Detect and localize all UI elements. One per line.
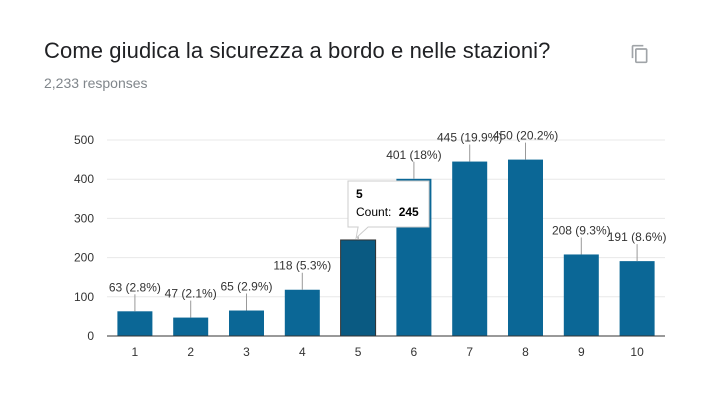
bar-3[interactable]	[229, 310, 264, 336]
y-tick-label: 0	[87, 329, 94, 343]
bar-5[interactable]	[340, 239, 377, 337]
data-label: 191 (8.6%)	[608, 230, 667, 244]
bar-2[interactable]	[173, 317, 209, 336]
data-label: 445 (19.9%)	[437, 131, 502, 145]
data-label: 65 (2.9%)	[220, 280, 272, 294]
tooltip-box	[347, 180, 430, 240]
response-count: 2,233 responses	[44, 75, 148, 91]
tooltip-count-value: 245	[399, 205, 419, 219]
data-label: 118 (5.3%)	[273, 259, 331, 273]
tooltip-count-label: Count:	[356, 205, 391, 219]
data-label: 47 (2.1%)	[165, 287, 217, 301]
bar-9[interactable]	[563, 254, 599, 336]
data-label: 208 (9.3%)	[552, 223, 611, 237]
x-tick-label: 4	[299, 345, 306, 359]
tooltip: 5 Count: 245	[347, 180, 430, 240]
data-labels: 63 (2.8%) 47 (2.1%)65 (2.9%)118 (5.3%) 245…	[109, 129, 667, 318]
x-tick-label: 3	[243, 345, 250, 359]
copy-chart-button[interactable]	[628, 42, 652, 66]
bar-8[interactable]	[508, 159, 543, 336]
data-label: 450 (20.2%)	[493, 129, 558, 143]
y-tick-label: 100	[74, 290, 94, 304]
x-tick-label: 8	[522, 345, 529, 359]
y-tick-label: 400	[74, 172, 94, 186]
data-label: 401 (18%)	[386, 148, 441, 162]
bar-10[interactable]	[619, 261, 655, 336]
page-title: Come giudica la sicurezza a bordo e nell…	[44, 38, 551, 63]
x-tick-label: 9	[578, 345, 585, 359]
x-tick-label: 5	[355, 345, 362, 359]
data-label: 63 (2.8%)	[109, 280, 161, 294]
copy-icon	[631, 44, 648, 64]
y-tick-label: 200	[74, 251, 94, 265]
y-tick-label: 300	[74, 211, 94, 225]
y-tick-label: 500	[74, 133, 94, 147]
tooltip-count: Count: 245	[356, 205, 419, 219]
x-tick-label: 1	[132, 345, 139, 359]
y-axis-ticks: 0 100 200 300 400 500	[74, 133, 94, 343]
x-tick-label: 7	[466, 345, 473, 359]
bar-4[interactable]	[284, 289, 320, 336]
x-tick-label: 10	[630, 345, 644, 359]
x-tick-label: 2	[187, 345, 194, 359]
bar-7[interactable]	[452, 161, 488, 336]
bar-1[interactable]	[117, 311, 153, 336]
x-axis-ticks: 1 2 3 4 5 6 7 8 9 10	[132, 345, 645, 359]
bars	[117, 159, 655, 337]
x-tick-label: 6	[411, 345, 418, 359]
tooltip-title: 5	[356, 187, 363, 201]
